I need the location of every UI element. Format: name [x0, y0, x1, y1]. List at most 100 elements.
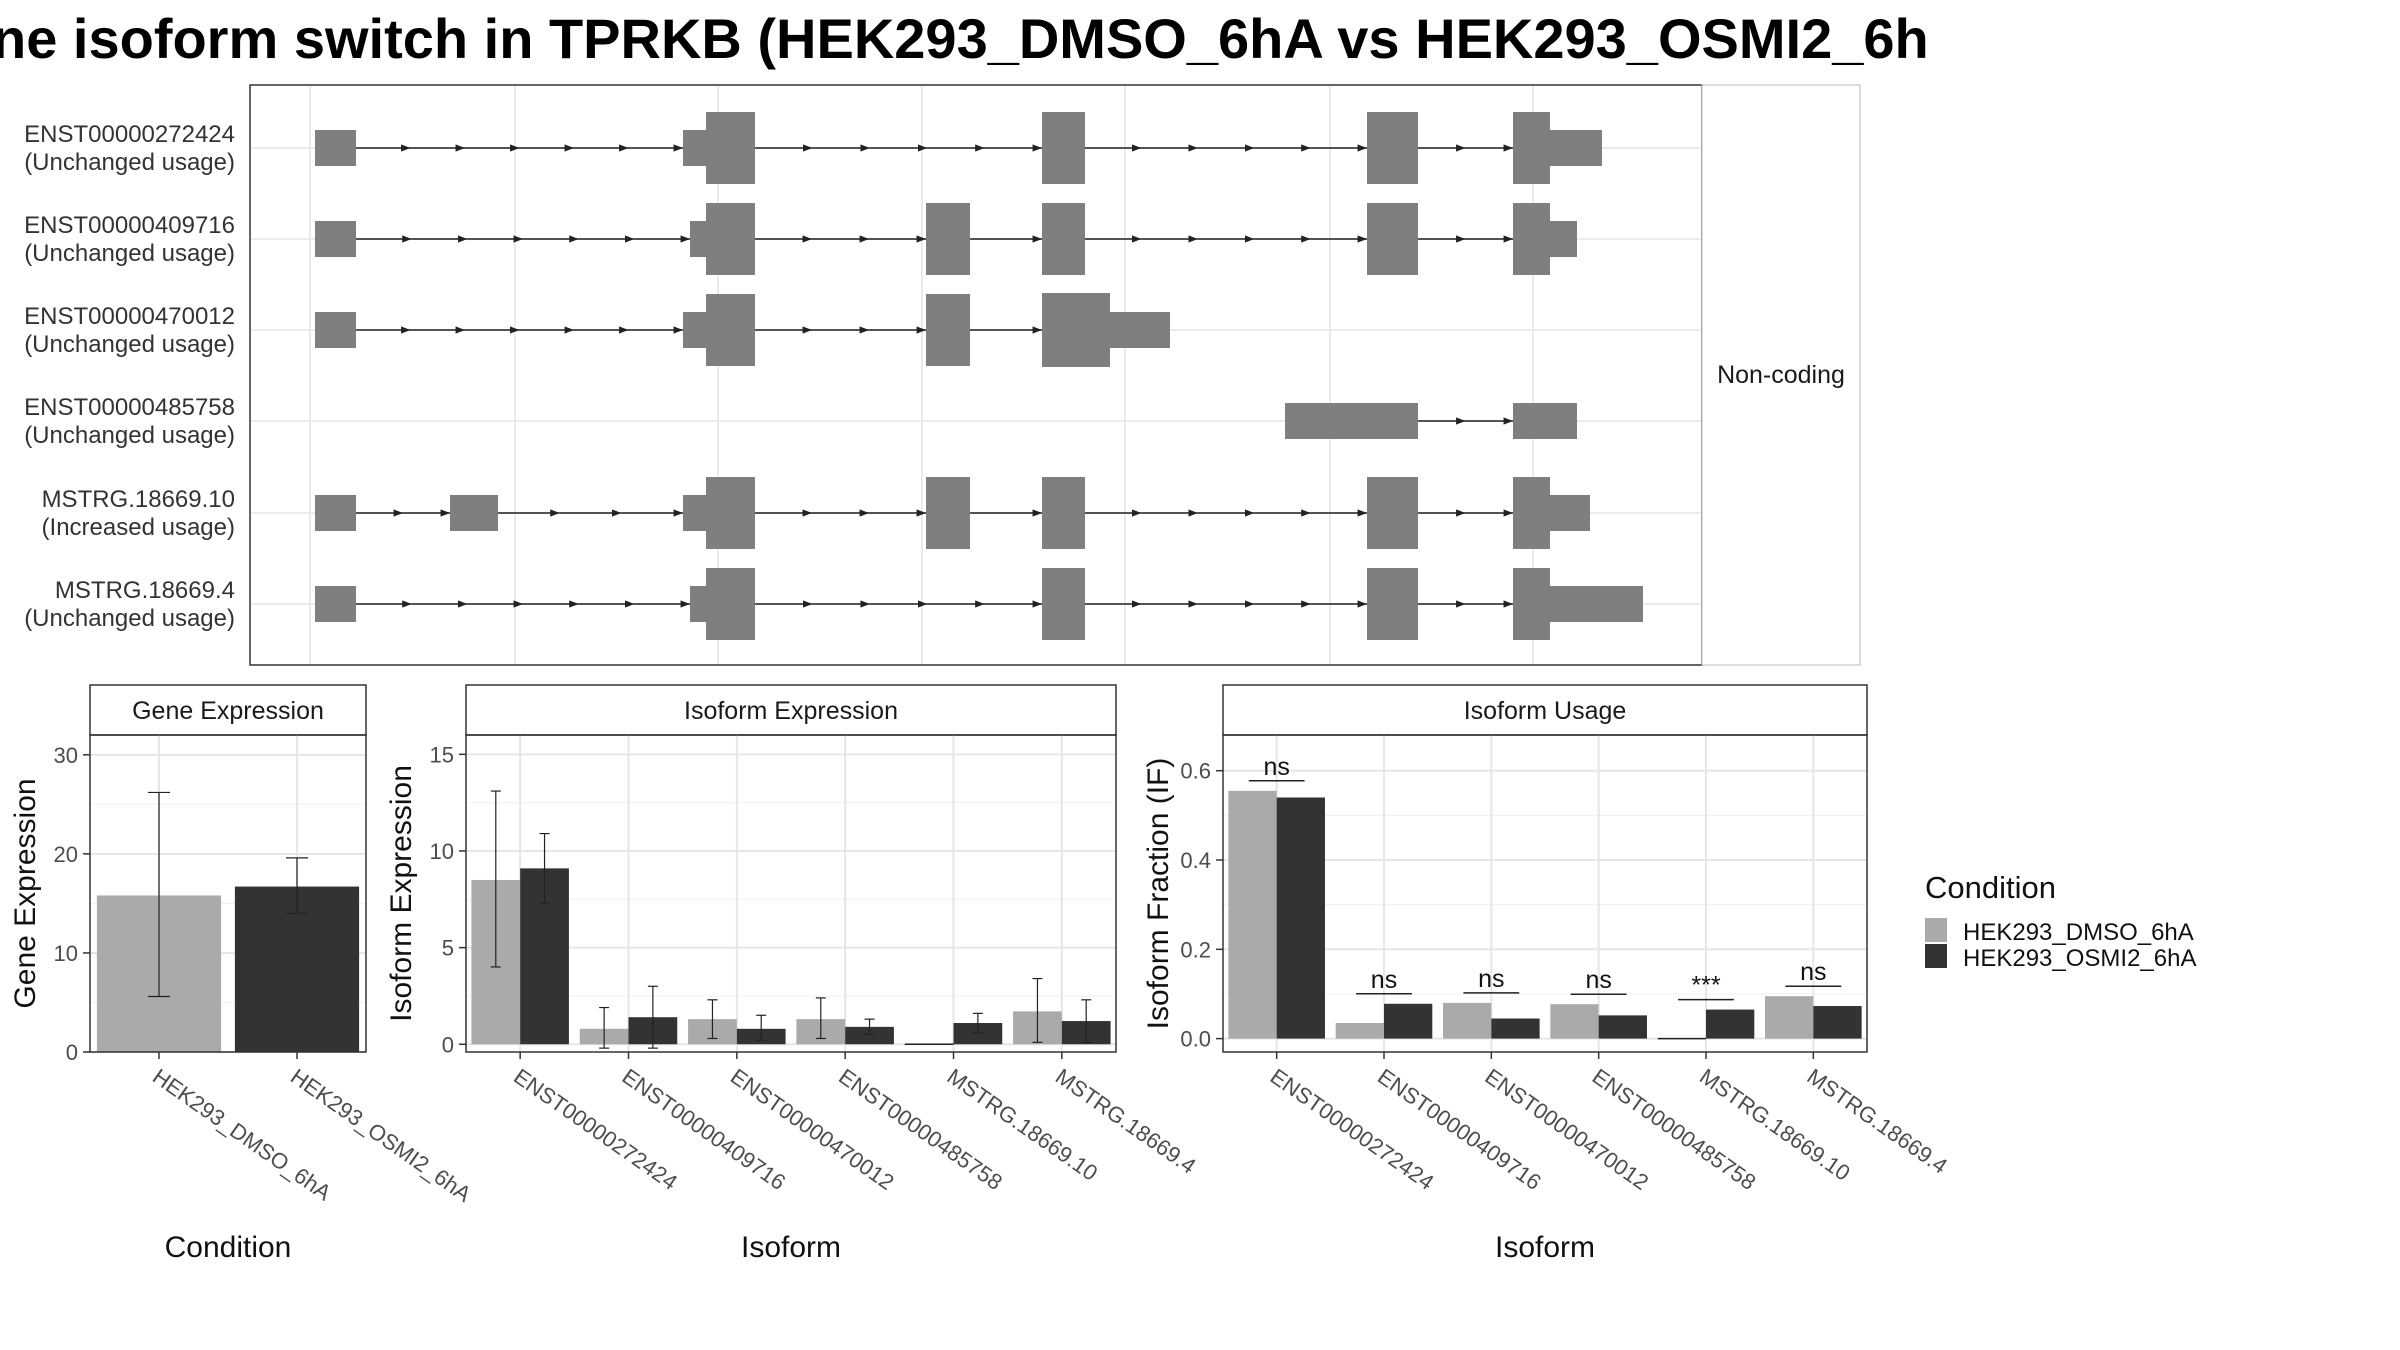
exon-block — [1513, 477, 1550, 549]
x-axis-title: Isoform — [1495, 1231, 1595, 1264]
transcript-id-label: ENST00000470012 — [24, 303, 235, 330]
x-axis-title: Condition — [165, 1231, 292, 1264]
transcript-usage-label: (Unchanged usage) — [24, 605, 235, 632]
y-tick-label: 0.0 — [1180, 1027, 1211, 1052]
exon-block — [1550, 221, 1577, 257]
plot-frame — [89, 734, 367, 1053]
exon-block — [706, 568, 755, 640]
exon-block — [683, 130, 706, 166]
exon-block — [690, 586, 706, 622]
y-tick-label: 0 — [66, 1040, 78, 1065]
transcript-usage-label: (Unchanged usage) — [24, 422, 235, 449]
y-tick-label: 0.6 — [1180, 759, 1211, 784]
bar — [1384, 1003, 1433, 1039]
exon-block — [315, 495, 356, 531]
transcript-id-label: ENST00000485758 — [24, 394, 235, 421]
bar — [1706, 1009, 1755, 1039]
bar — [1276, 797, 1325, 1039]
exon-block — [706, 112, 755, 184]
chart-title: Isoform Expression — [684, 697, 898, 725]
exon-block — [1042, 112, 1085, 184]
exon-block — [706, 294, 755, 366]
exon-block — [683, 495, 706, 531]
bar — [234, 886, 360, 1052]
bar — [845, 1026, 894, 1045]
significance-label: ns — [1800, 958, 1826, 986]
plot-frame — [465, 734, 1117, 1053]
transcript-usage-label: (Unchanged usage) — [24, 240, 235, 267]
y-tick-label: 30 — [54, 743, 78, 768]
exon-block — [926, 203, 970, 275]
chart-strip — [1222, 684, 1868, 736]
transcript-id-label: MSTRG.18669.4 — [55, 577, 235, 604]
bar — [1443, 1002, 1492, 1039]
exon-block — [1042, 477, 1085, 549]
exon-block — [1367, 203, 1418, 275]
transcript-panel-frame — [249, 84, 1703, 666]
exon-block — [1513, 112, 1550, 184]
significance-label: ns — [1263, 753, 1289, 781]
exon-block — [926, 477, 970, 549]
isoform-expression-chart: Isoform Expression051015ENST00000272424E… — [385, 684, 1201, 1264]
x-axis-title: Isoform — [741, 1231, 841, 1264]
y-axis-title: Isoform Fraction (IF) — [1142, 758, 1175, 1030]
y-tick-label: 10 — [430, 839, 454, 864]
exon-block — [926, 294, 970, 366]
legend: Condition HEK293_DMSO_6hA HEK293_OSMI2_6… — [1925, 870, 2196, 972]
exon-block — [1042, 568, 1085, 640]
exon-block — [683, 312, 706, 348]
transcript-usage-label: (Increased usage) — [42, 514, 235, 541]
exon-block — [315, 586, 356, 622]
y-axis-title: Gene Expression — [9, 778, 42, 1008]
chart-title: Gene Expression — [132, 697, 324, 725]
legend-swatch-osmi2 — [1925, 944, 1947, 968]
strip-label: Non-coding — [1717, 361, 1845, 389]
chart-strip — [89, 684, 367, 736]
transcript-id-label: ENST00000409716 — [24, 212, 235, 239]
exon-block — [450, 495, 498, 531]
exon-block — [1513, 203, 1550, 275]
legend-label-dmso: HEK293_DMSO_6hA — [1963, 919, 2194, 946]
exon-block — [1367, 568, 1418, 640]
bar — [1335, 1022, 1384, 1039]
exon-block — [1110, 312, 1170, 348]
significance-label: *** — [1691, 972, 1720, 1000]
y-tick-label: 0.4 — [1180, 848, 1211, 873]
figure-title: ne isoform switch in TPRKB (HEK293_DMSO_… — [0, 7, 1929, 70]
legend-swatch-dmso — [1925, 918, 1947, 942]
legend-title: Condition — [1925, 870, 2056, 905]
exon-block — [315, 312, 356, 348]
exon-block — [1550, 586, 1643, 622]
bar — [1598, 1015, 1647, 1039]
y-tick-label: 5 — [442, 936, 454, 961]
transcript-strip — [1701, 84, 1861, 666]
exon-block — [706, 203, 755, 275]
bar — [953, 1023, 1003, 1045]
y-tick-label: 0 — [442, 1032, 454, 1057]
bar — [1813, 1006, 1862, 1039]
exon-block — [315, 130, 356, 166]
bar — [1491, 1018, 1540, 1039]
exon-block — [315, 221, 356, 257]
exon-block — [1042, 203, 1085, 275]
transcript-panel: Non-coding ENST00000272424(Unchanged usa… — [24, 84, 1861, 666]
exon-block — [1042, 293, 1110, 367]
y-axis-title: Isoform Expression — [385, 765, 418, 1022]
exon-block — [690, 221, 706, 257]
y-tick-label: 15 — [430, 742, 454, 767]
legend-label-osmi2: HEK293_OSMI2_6hA — [1963, 945, 2196, 972]
significance-label: ns — [1371, 966, 1397, 994]
bar — [1550, 1004, 1599, 1039]
transcript-id-label: MSTRG.18669.10 — [42, 486, 235, 513]
transcript-usage-label: (Unchanged usage) — [24, 331, 235, 358]
exon-block — [1367, 112, 1418, 184]
bar — [1228, 790, 1277, 1039]
exon-block — [1513, 568, 1550, 640]
significance-label: ns — [1585, 966, 1611, 994]
chart-title: Isoform Usage — [1464, 697, 1627, 725]
y-tick-label: 20 — [54, 842, 78, 867]
exon-block — [706, 477, 755, 549]
plot-frame — [1222, 734, 1868, 1053]
y-tick-label: 10 — [54, 941, 78, 966]
